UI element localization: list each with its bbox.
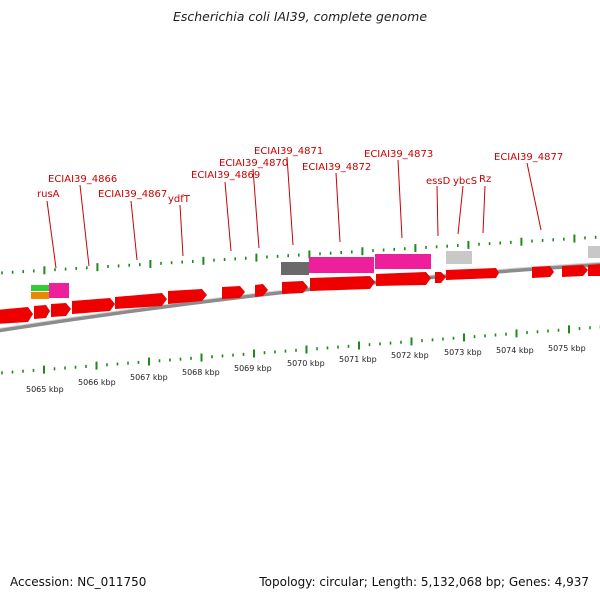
kbp-label-5075: 5075 kbp: [548, 344, 586, 353]
gene-arrow-1[interactable]: [0, 307, 33, 324]
topology-text: Topology: circular; Length: 5,132,068 bp…: [259, 575, 589, 589]
kbp-label-5070: 5070 kbp: [287, 359, 325, 368]
gene-arrow-upper-3[interactable]: [562, 265, 588, 277]
leader-line-essD: [436, 185, 439, 237]
leader-line-rusA: [46, 200, 57, 269]
gene-label-ECIAI39_4872[interactable]: ECIAI39_4872: [302, 162, 371, 173]
gene-arrow-9[interactable]: [282, 281, 308, 294]
gene-label-ECIAI39_4867[interactable]: ECIAI39_4867: [98, 189, 167, 200]
kbp-scale: 5065 kbp 5066 kbp 5067 kbp 5068 kbp 5069…: [26, 344, 586, 394]
feature-pink-ECIAI39_4871[interactable]: [309, 257, 374, 273]
leader-line-ybcS: [457, 185, 464, 235]
gene-label-ECIAI39_4869[interactable]: ECIAI39_4869: [191, 170, 260, 181]
feature-dark-gray[interactable]: [281, 262, 309, 275]
leader-line-ECIAI39_4866: [79, 184, 90, 267]
gene-arrow-2[interactable]: [34, 305, 50, 319]
gene-label-group: rusA ECIAI39_4866 ECIAI39_4867 ydfT ECIA…: [37, 146, 563, 269]
gene-arrow-12[interactable]: [435, 272, 446, 283]
feature-gray-ybcS[interactable]: [446, 251, 472, 264]
gene-label-ydfT[interactable]: ydfT: [168, 194, 191, 205]
gene-arrow-4[interactable]: [72, 298, 115, 314]
gene-label-ECIAI39_4871[interactable]: ECIAI39_4871: [254, 146, 323, 157]
gene-arrow-3[interactable]: [51, 303, 71, 317]
gene-arrow-upper-2[interactable]: [532, 266, 554, 278]
kbp-label-5073: 5073 kbp: [444, 348, 482, 357]
leader-line-Rz: [482, 185, 486, 234]
feature-pink-small[interactable]: [49, 283, 69, 298]
gene-arrow-5[interactable]: [115, 293, 167, 309]
kbp-label-5067: 5067 kbp: [130, 373, 168, 382]
leader-line-ECIAI39_4867: [130, 200, 138, 261]
accession-text: Accession: NC_011750: [10, 575, 147, 589]
kbp-label-5068: 5068 kbp: [182, 368, 220, 377]
gene-arrow-10[interactable]: [310, 276, 375, 291]
feature-gray-right[interactable]: [588, 246, 600, 258]
gene-label-essD[interactable]: essD: [426, 176, 451, 187]
kbp-label-5065: 5065 kbp: [26, 385, 64, 394]
kbp-label-5071: 5071 kbp: [339, 355, 377, 364]
gene-label-ECIAI39_4877[interactable]: ECIAI39_4877: [494, 152, 563, 163]
map-title: Escherichia coli IAI39, complete genome: [172, 9, 428, 24]
leader-line-ECIAI39_4877: [526, 162, 542, 231]
gene-arrow-upper-1[interactable]: [446, 268, 499, 280]
gene-label-rusA[interactable]: rusA: [37, 189, 60, 200]
gene-label-ECIAI39_4866[interactable]: ECIAI39_4866: [48, 174, 117, 185]
upper-tick-row: [1, 234, 597, 275]
gene-arrow-6[interactable]: [168, 289, 207, 304]
gene-label-ybcS[interactable]: ybcS: [453, 176, 477, 187]
feature-orange[interactable]: [31, 292, 49, 299]
leader-line-ECIAI39_4869: [224, 181, 232, 252]
leader-line-ydfT: [179, 204, 184, 257]
leader-line-ECIAI39_4871: [286, 156, 294, 246]
kbp-label-5072: 5072 kbp: [391, 351, 429, 360]
gene-arrow-11[interactable]: [376, 272, 431, 286]
gene-arrow-8[interactable]: [255, 284, 268, 297]
feature-green[interactable]: [31, 285, 49, 291]
kbp-label-5074: 5074 kbp: [496, 346, 534, 355]
feature-pink-ECIAI39_4872[interactable]: [375, 254, 431, 269]
gene-label-ECIAI39_4873[interactable]: ECIAI39_4873: [364, 149, 433, 160]
gene-label-Rz[interactable]: Rz: [479, 174, 491, 185]
gene-label-ECIAI39_4870[interactable]: ECIAI39_4870: [219, 158, 288, 169]
kbp-label-5069: 5069 kbp: [234, 364, 272, 373]
leader-line-ECIAI39_4872: [335, 172, 341, 243]
gene-arrow-upper-4[interactable]: [588, 264, 600, 276]
leader-line-ECIAI39_4873: [397, 159, 403, 239]
gene-arrow-7[interactable]: [222, 286, 245, 299]
lower-tick-row: [1, 325, 600, 375]
kbp-label-5066: 5066 kbp: [78, 378, 116, 387]
leader-line-ECIAI39_4870: [252, 168, 260, 249]
